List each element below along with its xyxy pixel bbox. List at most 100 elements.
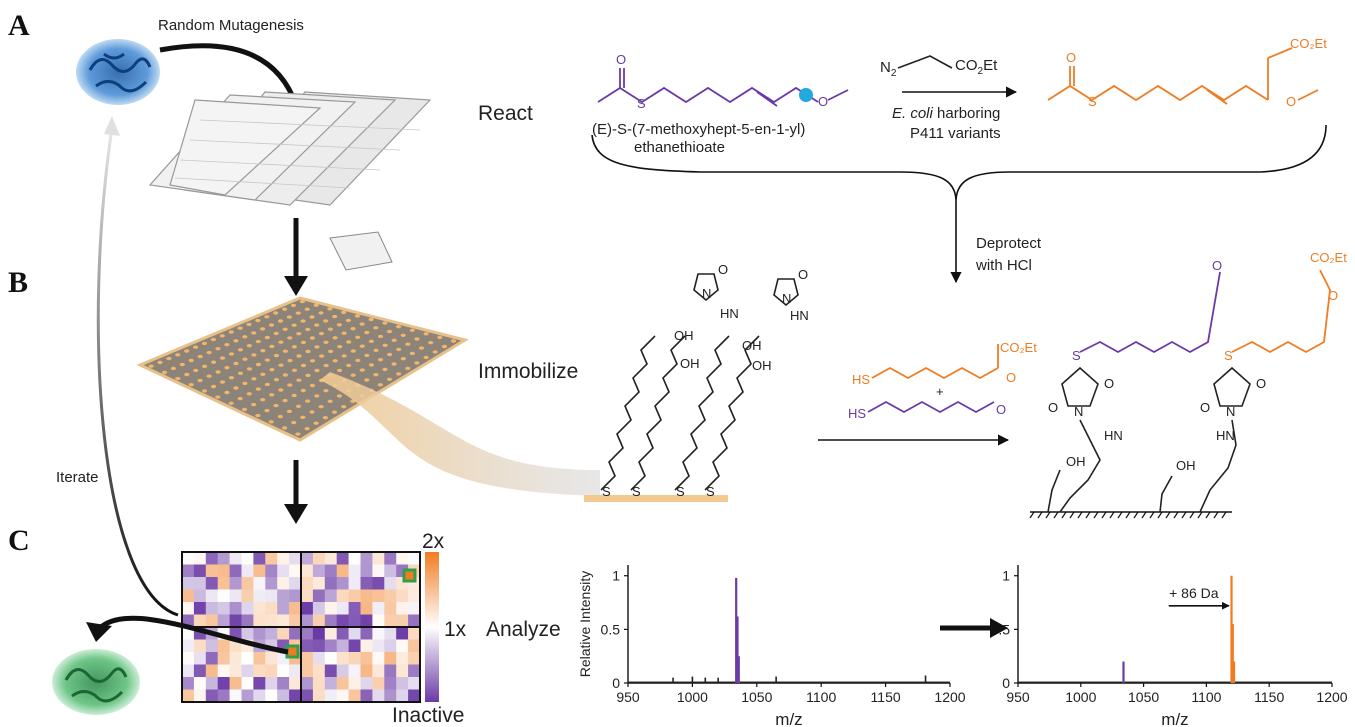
heatmap-cell [229, 677, 242, 690]
analyze-arrowhead [990, 618, 1008, 638]
heatmap-cell [312, 552, 326, 565]
heatmap-cell [372, 639, 385, 653]
heatmap-cell [384, 652, 397, 665]
surface-tick [1181, 511, 1187, 519]
heatmap-cell [324, 577, 337, 590]
y-axis-label: Relative Intensity [577, 571, 593, 678]
heatmap-cell [301, 602, 314, 615]
array-spot [377, 358, 384, 362]
heatmap-cell [265, 577, 278, 590]
heatmap-cell [372, 577, 385, 590]
array-spot [206, 350, 212, 355]
heatmap-cell [312, 627, 326, 640]
surface-tick [1125, 511, 1131, 519]
thiol-mixture: HS CO₂Et O + HS O [848, 340, 1037, 421]
array-spot [260, 349, 266, 353]
heatmap-cell [229, 577, 242, 590]
array-spot [296, 378, 302, 382]
heatmap-cell [312, 589, 326, 603]
array-spot [377, 383, 383, 387]
heatmap-cell [360, 664, 373, 678]
heatmap-cell [301, 577, 314, 590]
array-spot [382, 367, 388, 372]
hit-selection-arrowhead [86, 622, 112, 642]
heatmap-cell [384, 639, 397, 653]
array-spot [373, 348, 379, 352]
maleimide-n: N [702, 286, 711, 301]
heatmap-cell [372, 627, 385, 640]
array-spot [359, 344, 365, 348]
array-spot [188, 358, 194, 363]
thiol-anchor-s: S [706, 484, 715, 499]
surface-tick [1061, 511, 1067, 519]
array-spot [313, 303, 319, 307]
array-spot [286, 315, 292, 319]
heatmap-cell [360, 577, 373, 590]
heatmap-cell [372, 689, 385, 703]
array-spot [313, 421, 319, 425]
array-spot [251, 402, 257, 407]
heatmap-cell [229, 589, 242, 603]
array-spot [309, 336, 315, 340]
thiol-anchor-s: S [602, 484, 611, 499]
array-spot [228, 376, 235, 380]
heatmap-cell [217, 552, 230, 565]
alkyl-chain [674, 335, 730, 491]
heatmap-cell [408, 589, 421, 603]
array-spot [314, 394, 320, 398]
substrate-name-line2: ethanethioate [634, 139, 725, 156]
array-spot [423, 355, 429, 360]
heatmap-cell [360, 652, 373, 665]
heatmap-cell [241, 614, 254, 628]
heatmap-cell [348, 577, 361, 590]
heatmap-cell [348, 664, 361, 678]
maleimide-o: O [798, 267, 808, 282]
array-spot [269, 344, 275, 349]
array-spot [246, 367, 253, 371]
array-spot [166, 356, 172, 361]
array-spot [405, 342, 411, 346]
array-spot [309, 410, 315, 414]
substrate-name-line1: (E)-S-(7-methoxyhept-5-en-1-yl) [592, 121, 805, 138]
heatmap-cell [336, 664, 349, 678]
heatmap-cell [193, 589, 207, 603]
array-spot [269, 393, 275, 397]
heatmap-cell [360, 602, 373, 615]
hit-selection-arrow [98, 615, 289, 655]
thiol-orange-ester: CO₂Et [1000, 340, 1037, 355]
heatmap-cell [193, 664, 207, 678]
array-spot [418, 346, 425, 350]
zoom-ribbon [320, 372, 600, 496]
alkyl-chain [630, 335, 686, 491]
improved-enzyme-icon [52, 649, 140, 715]
heatmap-cell [301, 664, 314, 678]
product-purple-o3: O [1048, 400, 1058, 415]
reagent-n2: N2 [880, 59, 897, 79]
heatmap-cell [182, 677, 195, 690]
heatmap-cell [336, 552, 349, 565]
heatmap-cell [396, 627, 409, 640]
heatmap-cell [277, 614, 290, 628]
linker-oh: OH [742, 338, 762, 353]
surface-tick [1149, 511, 1155, 519]
heatmap-cell [277, 552, 290, 565]
heatmap-cell [396, 552, 409, 565]
array-spot [278, 340, 284, 344]
heatmap-cell [217, 614, 230, 628]
array-spot [233, 339, 239, 343]
array-spot [184, 372, 190, 377]
heatmap-cell [312, 689, 326, 703]
array-spot [318, 331, 324, 336]
heatmap-cell [360, 627, 373, 640]
array-spot [336, 323, 342, 327]
product-orange-hn: HN [1216, 428, 1235, 443]
array-spot [264, 382, 270, 387]
array-spot [260, 398, 266, 402]
heatmap-cell [301, 564, 314, 578]
heatmap-cell [336, 577, 349, 590]
heatmap-cell [384, 564, 397, 578]
heatmap-cell [193, 677, 207, 690]
array-spot [341, 405, 347, 409]
array-spot [215, 370, 221, 374]
heatmap-cell [324, 689, 337, 703]
